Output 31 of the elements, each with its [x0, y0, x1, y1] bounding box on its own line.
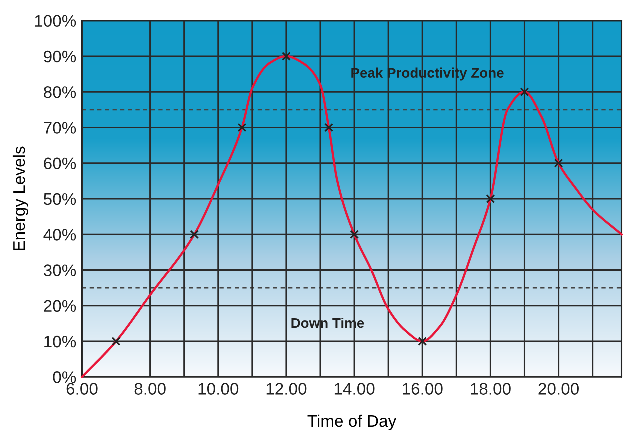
- x-tick-label: 10.00: [198, 383, 239, 395]
- y-tick-label: 100%: [35, 15, 76, 28]
- point: [112, 337, 121, 346]
- point: [350, 230, 360, 240]
- x-tick-label: 14.00: [334, 383, 375, 395]
- x-tick-label: 8.00: [134, 383, 166, 395]
- x-tick-label: 12.00: [266, 383, 307, 395]
- point: [324, 123, 334, 132]
- point: [520, 88, 530, 97]
- point: [282, 52, 291, 61]
- y-tick-label: 0%: [53, 372, 76, 384]
- y-tick-label: 50%: [44, 193, 76, 206]
- point: [486, 194, 496, 204]
- point: [554, 158, 564, 168]
- y-tick-label: 20%: [44, 300, 76, 312]
- point: [418, 337, 428, 346]
- y-tick-label: 40%: [44, 229, 76, 241]
- point: [190, 230, 200, 240]
- y-tick-label: 90%: [44, 50, 76, 63]
- y-tick-label: 10%: [44, 336, 76, 348]
- point: [238, 123, 247, 132]
- x-tick-label: 20.00: [538, 383, 579, 395]
- y-tick-label: 80%: [44, 86, 76, 98]
- y-tick-label: 30%: [44, 264, 76, 276]
- y-tick-label: 60%: [44, 158, 76, 170]
- x-axis-title: Time of Day: [308, 414, 397, 430]
- y-tick-label: 70%: [44, 122, 76, 134]
- x-tick-label: 16.00: [403, 383, 443, 395]
- x-tick-label: 18.00: [471, 383, 511, 395]
- y-axis-title: Energy Levels: [12, 146, 28, 250]
- x-tick-label: 6.00: [66, 383, 98, 395]
